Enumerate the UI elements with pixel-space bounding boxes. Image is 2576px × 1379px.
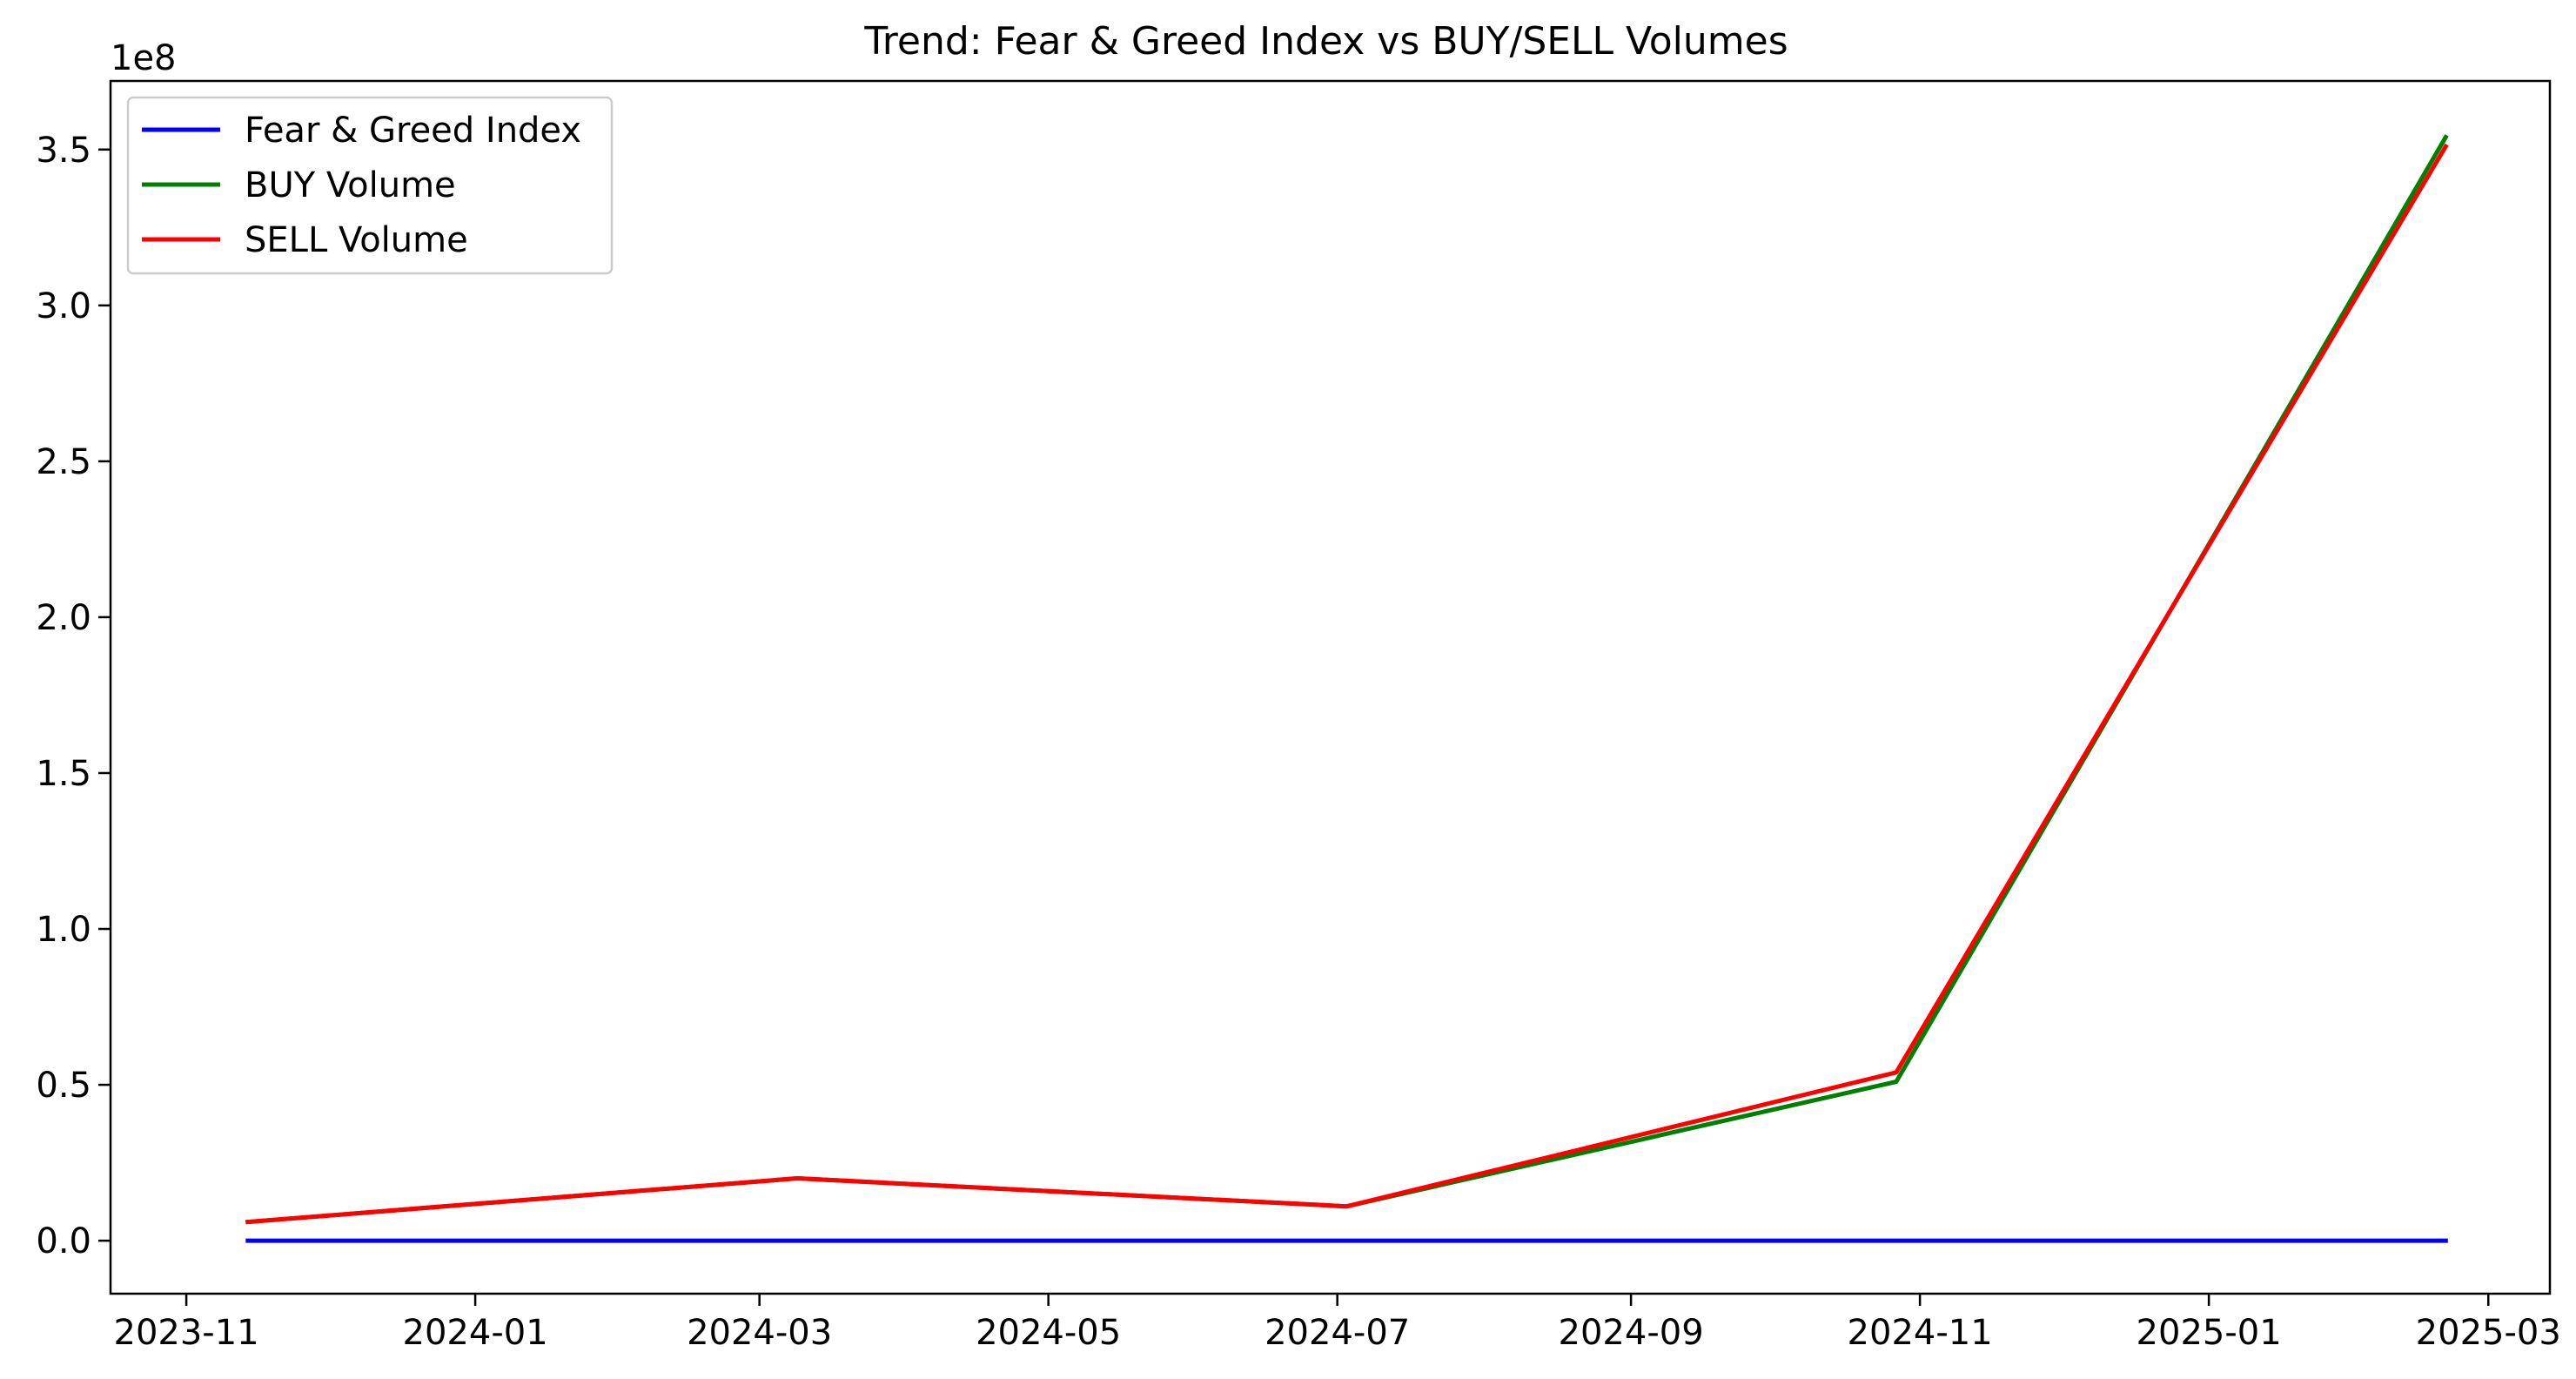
y-tick-label: 0.5 [36, 1066, 91, 1106]
x-tick-label: 2024-07 [1265, 1313, 1410, 1353]
y-offset-label: 1e8 [111, 38, 177, 78]
x-tick-label: 2024-11 [1848, 1313, 1993, 1353]
legend-label-buy-volume: BUY Volume [245, 165, 456, 205]
x-axis: 2023-11 2024-01 2024-03 2024-05 2024-07 2024-… [114, 1294, 2561, 1353]
plot-area [245, 134, 2449, 1243]
x-tick-label: 2025-01 [2137, 1313, 2282, 1353]
series-line-sell-volume [245, 143, 2449, 1225]
y-tick-label: 1.0 [36, 910, 91, 950]
legend: Fear & Greed Index BUY Volume SELL Volume [126, 96, 614, 275]
y-tick-label: 2.0 [36, 598, 91, 638]
legend-box [126, 96, 614, 275]
y-tick-label: 3.0 [36, 286, 91, 326]
y-axis: 0.0 0.5 1.0 1.5 2.0 2.5 3.0 3.5 [36, 131, 111, 1261]
y-tick-label: 1.5 [36, 754, 91, 794]
legend-label-fear-and-greed-index: Fear & Greed Index [245, 111, 581, 151]
plot-frame [109, 79, 2552, 1295]
x-tick-label: 2024-03 [687, 1313, 832, 1353]
legend-label-sell-volume: SELL Volume [245, 220, 468, 260]
y-tick-label: 2.5 [36, 442, 91, 482]
x-tick-label: 2024-09 [1559, 1313, 1704, 1353]
x-tick-label: 2024-05 [976, 1313, 1121, 1353]
y-tick-label: 0.0 [36, 1221, 91, 1261]
x-tick-label: 2024-01 [403, 1313, 548, 1353]
x-tick-label: 2023-11 [114, 1313, 259, 1353]
x-tick-label: 2025-03 [2416, 1313, 2561, 1353]
chart-title: Trend: Fear & Greed Index vs BUY/SELL Vo… [863, 19, 1788, 64]
y-tick-label: 3.5 [36, 131, 91, 171]
